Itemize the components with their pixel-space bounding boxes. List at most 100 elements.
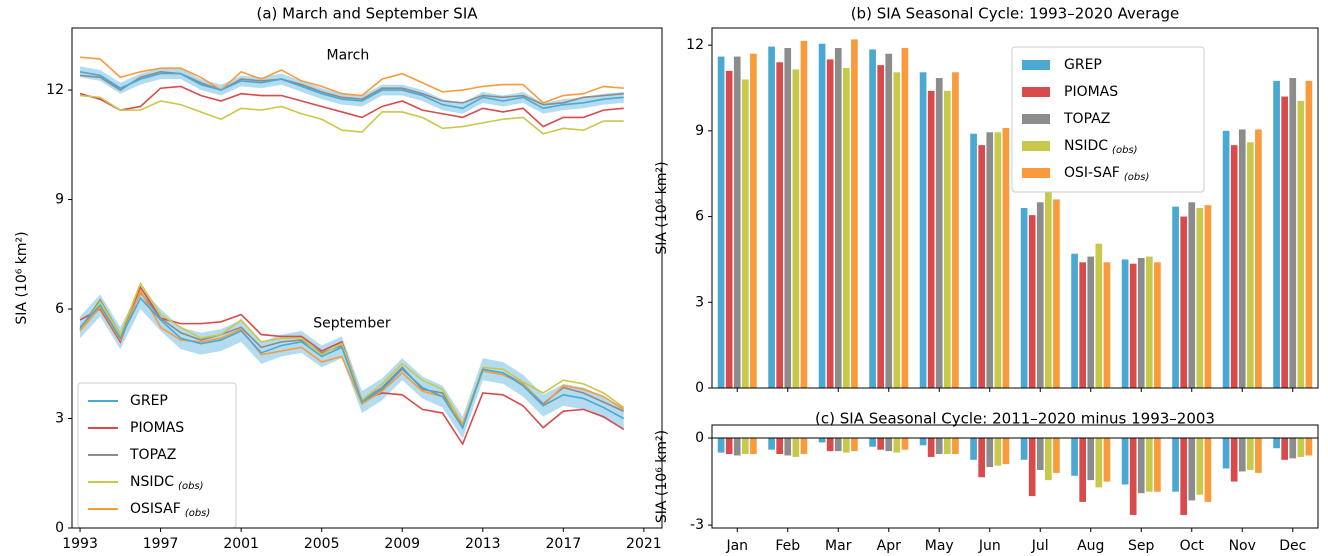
bar bbox=[1297, 100, 1305, 388]
bar bbox=[741, 79, 749, 388]
y-axis-label: SIA (10⁶ km²) bbox=[654, 430, 670, 523]
bar bbox=[725, 438, 733, 455]
x-tick-label: Jun bbox=[978, 538, 1001, 554]
x-tick-label: 2009 bbox=[384, 536, 420, 552]
bar bbox=[1036, 202, 1044, 388]
bar bbox=[1020, 438, 1028, 460]
bar bbox=[842, 68, 850, 388]
legend-label: PIOMAS bbox=[130, 420, 184, 436]
bar bbox=[768, 46, 775, 388]
bar bbox=[1129, 438, 1137, 515]
x-tick-label: 2005 bbox=[304, 536, 340, 552]
bar bbox=[943, 438, 951, 455]
series-line bbox=[79, 281, 625, 426]
bar bbox=[885, 438, 893, 452]
bar bbox=[1196, 438, 1204, 495]
bar bbox=[1095, 243, 1103, 388]
bar bbox=[1121, 259, 1129, 388]
bar bbox=[1103, 438, 1111, 482]
legend-label: NSIDC (obs) bbox=[1064, 138, 1138, 156]
bar bbox=[1053, 199, 1060, 388]
bar bbox=[717, 56, 725, 388]
bar bbox=[1305, 80, 1313, 388]
legend-label: GREP bbox=[130, 393, 168, 409]
legend-label: GREP bbox=[1064, 57, 1102, 73]
bar bbox=[1289, 438, 1297, 459]
bar bbox=[1095, 438, 1103, 488]
series-line bbox=[79, 71, 624, 110]
bar bbox=[1079, 262, 1087, 388]
bar bbox=[1137, 438, 1145, 494]
x-tick-label: Oct bbox=[1180, 538, 1205, 554]
y-tick-label: 6 bbox=[695, 209, 704, 225]
bar bbox=[1145, 256, 1153, 388]
bar bbox=[1273, 80, 1280, 388]
bar bbox=[952, 72, 959, 389]
y-tick-label: 12 bbox=[686, 37, 704, 53]
bar bbox=[970, 438, 977, 460]
legend-subscript: (obs) bbox=[185, 508, 210, 519]
chart-title: (b) SIA Seasonal Cycle: 1993–2020 Averag… bbox=[851, 5, 1180, 23]
legend-name: GREP bbox=[1064, 57, 1102, 73]
series-line bbox=[79, 296, 625, 430]
bar bbox=[733, 56, 741, 388]
bar bbox=[978, 438, 986, 478]
bar bbox=[986, 132, 994, 388]
y-tick-label: 0 bbox=[695, 430, 704, 446]
bar bbox=[818, 438, 826, 443]
y-tick-label: 9 bbox=[695, 123, 704, 139]
bar bbox=[869, 49, 876, 389]
legend-label: OSI-SAF (obs) bbox=[1064, 165, 1149, 183]
bar bbox=[986, 438, 994, 468]
legend-label: TOPAZ bbox=[129, 447, 176, 463]
legend-name: NSIDC bbox=[130, 474, 174, 490]
bar bbox=[952, 438, 959, 455]
bar bbox=[1180, 438, 1188, 515]
bar bbox=[893, 72, 901, 389]
bar bbox=[1087, 438, 1095, 481]
bar bbox=[1028, 215, 1036, 388]
bar bbox=[1281, 96, 1289, 389]
bar bbox=[1289, 78, 1297, 388]
bar bbox=[834, 48, 842, 388]
legend-label: PIOMAS bbox=[1064, 84, 1118, 100]
bar bbox=[1020, 208, 1028, 388]
y-tick-label: 0 bbox=[55, 520, 64, 536]
legend-name: PIOMAS bbox=[130, 420, 184, 436]
legend-swatch bbox=[1022, 141, 1050, 151]
x-tick-label: Jan bbox=[725, 538, 748, 554]
bar bbox=[994, 438, 1002, 466]
bar bbox=[776, 438, 784, 455]
axes-frame bbox=[711, 27, 1319, 389]
bar bbox=[1204, 205, 1212, 388]
bar bbox=[1036, 438, 1044, 470]
bar bbox=[826, 59, 834, 389]
x-tick-label: 2021 bbox=[626, 536, 662, 552]
bar bbox=[1079, 438, 1087, 502]
bar bbox=[1246, 142, 1254, 388]
bar bbox=[1172, 206, 1179, 388]
series-line bbox=[79, 56, 624, 104]
x-tick-label: Sep bbox=[1128, 538, 1155, 554]
bar bbox=[893, 438, 901, 453]
x-tick-label: Aug bbox=[1077, 538, 1104, 554]
bar bbox=[725, 70, 733, 388]
y-axis-label: SIA (10⁶ km²) bbox=[654, 161, 670, 254]
bar bbox=[1028, 438, 1036, 497]
bar bbox=[1154, 262, 1161, 388]
legend-name: NSIDC bbox=[1064, 138, 1108, 154]
axes-frame bbox=[711, 424, 1319, 529]
legend-label: NSIDC (obs) bbox=[130, 474, 204, 492]
bar bbox=[1129, 263, 1137, 388]
bar bbox=[1044, 438, 1052, 481]
bar bbox=[784, 438, 792, 456]
bar bbox=[842, 438, 850, 453]
bar bbox=[885, 53, 893, 388]
y-tick-label: -3 bbox=[690, 517, 704, 533]
series-line bbox=[79, 70, 624, 106]
y-tick-label: 3 bbox=[55, 411, 64, 427]
bar bbox=[1087, 256, 1095, 388]
spread-band bbox=[80, 66, 624, 114]
bar bbox=[901, 48, 909, 388]
